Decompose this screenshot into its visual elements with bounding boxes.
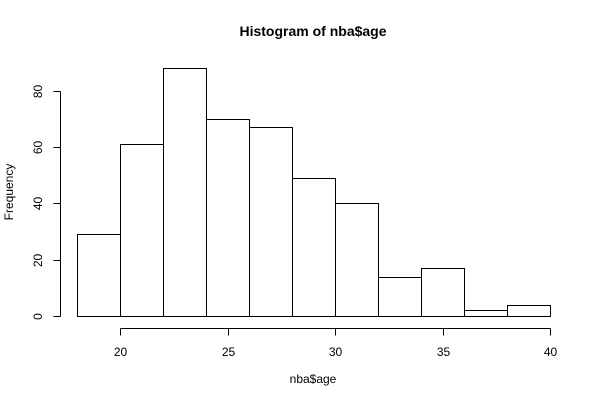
y-axis: 0 20 40 60 80	[31, 85, 61, 320]
histogram-bar	[206, 119, 250, 317]
histogram-bar	[421, 268, 465, 317]
y-axis-label: Frequency	[2, 164, 16, 221]
histogram-bar	[335, 203, 379, 317]
x-tick-label: 35	[437, 345, 451, 359]
x-tick-label: 30	[329, 345, 343, 359]
histogram-bar	[163, 68, 207, 317]
y-tick-label: 20	[31, 254, 45, 268]
bars-group	[77, 68, 551, 317]
y-tick-label: 60	[31, 141, 45, 155]
x-tick-label: 20	[114, 345, 128, 359]
histogram-bar	[77, 234, 121, 317]
x-axis-label: nba$age	[290, 372, 337, 386]
chart-title: Histogram of nba$age	[239, 23, 386, 39]
y-tick-label: 0	[31, 313, 45, 320]
histogram-bar	[249, 127, 293, 317]
histogram-bar	[378, 277, 422, 317]
x-tick-label: 40	[544, 345, 558, 359]
x-axis: 20 25 30 35 40	[114, 328, 558, 359]
histogram-bar	[120, 144, 164, 317]
histogram-bar	[507, 305, 551, 317]
y-tick-label: 40	[31, 197, 45, 211]
x-tick-label: 25	[222, 345, 236, 359]
histogram-bar	[292, 178, 336, 317]
y-tick-label: 80	[31, 85, 45, 99]
histogram-bar	[464, 310, 508, 317]
